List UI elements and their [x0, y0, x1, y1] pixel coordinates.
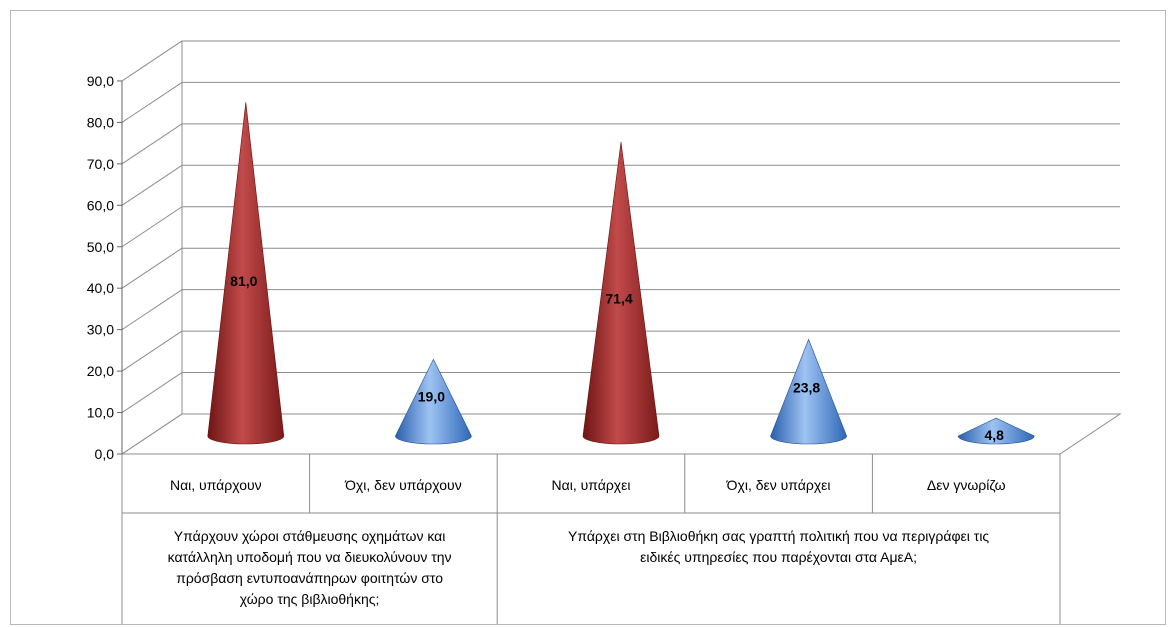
gridline-side — [121, 330, 183, 372]
gridline-side — [121, 164, 183, 206]
group-label-line: χώρο της βιβλιοθήκης; — [240, 591, 380, 607]
category-label: Ναι, υπάρχουν — [170, 477, 262, 493]
cone-2 — [395, 358, 472, 445]
y-tick-label: 70,0 — [87, 156, 114, 172]
cones-layer — [207, 102, 1035, 445]
group-label-line: Υπάρχει στη Βιβλιοθήκη σας γραπτή πολιτι… — [568, 528, 989, 544]
gridline-side — [121, 123, 183, 165]
y-tick-label: 60,0 — [87, 197, 114, 213]
cone-chart: 0,0 10,0 20,0 30,0 40,0 50,0 60,0 70,0 80,0 90,0 Ν… — [87, 40, 1122, 624]
cone-1 — [207, 102, 285, 445]
y-tick-label: 90,0 — [87, 73, 114, 89]
y-tick-label: 40,0 — [87, 280, 114, 296]
y-tick-label: 50,0 — [87, 239, 114, 255]
y-tick-label: 20,0 — [87, 363, 114, 379]
gridline-side — [121, 289, 183, 331]
category-label: Ναι, υπάρχει — [552, 477, 631, 493]
data-label: 71,4 — [605, 291, 632, 307]
y-tick-label: 10,0 — [87, 405, 114, 421]
cone-body — [395, 358, 472, 445]
cone-3 — [582, 142, 660, 445]
cone-body — [582, 142, 660, 445]
cone-body — [770, 338, 847, 445]
group-label-line: Υπάρχουν χώροι στάθμευσης οχημάτων και — [174, 528, 446, 544]
gridline-side — [121, 81, 183, 123]
category-label: Δεν γνωρίζω — [927, 477, 1006, 493]
gridline-side — [121, 372, 183, 413]
gridline-side — [121, 247, 183, 289]
gridline-side — [121, 40, 183, 82]
group-label-line: ειδικές υπηρεσίες που παρέχονται στα Αμε… — [640, 549, 917, 565]
cone-body — [207, 102, 285, 445]
cone-5 — [957, 417, 1035, 445]
data-label: 19,0 — [418, 388, 445, 404]
grid-layer — [120, 40, 1122, 455]
labels-layer: 0,0 10,0 20,0 30,0 40,0 50,0 60,0 70,0 80,0 90,0 Ν… — [87, 73, 1006, 607]
y-tick-label: 80,0 — [87, 114, 114, 130]
group-label-line: κατάλληλη υποδομή που να διευκολύνουν τη… — [168, 549, 452, 565]
chart-frame: 0,0 10,0 20,0 30,0 40,0 50,0 60,0 70,0 80,0 90,0 Ν… — [10, 10, 1166, 625]
cone-4 — [770, 338, 847, 445]
data-label: 23,8 — [793, 380, 820, 396]
chart-floor — [120, 413, 1122, 455]
category-label: Όχι, δεν υπάρχουν — [344, 477, 462, 493]
cone-body — [957, 417, 1035, 445]
group-label: Υπάρχει στη Βιβλιοθήκη σας γραπτή πολιτι… — [568, 528, 989, 565]
data-label: 4,8 — [984, 427, 1004, 443]
group-label-line: πρόσβαση εντυποανάπηρων φοιτητών στο — [176, 570, 443, 586]
y-tick-label: 0,0 — [95, 446, 115, 462]
axis-layer — [117, 80, 1061, 624]
y-tick-label: 30,0 — [87, 322, 114, 338]
group-label: Υπάρχουν χώροι στάθμευσης οχημάτων και κα… — [168, 528, 452, 607]
data-label: 81,0 — [230, 273, 257, 289]
gridline-side — [121, 206, 183, 248]
category-label: Όχι, δεν υπάρχει — [726, 477, 831, 493]
